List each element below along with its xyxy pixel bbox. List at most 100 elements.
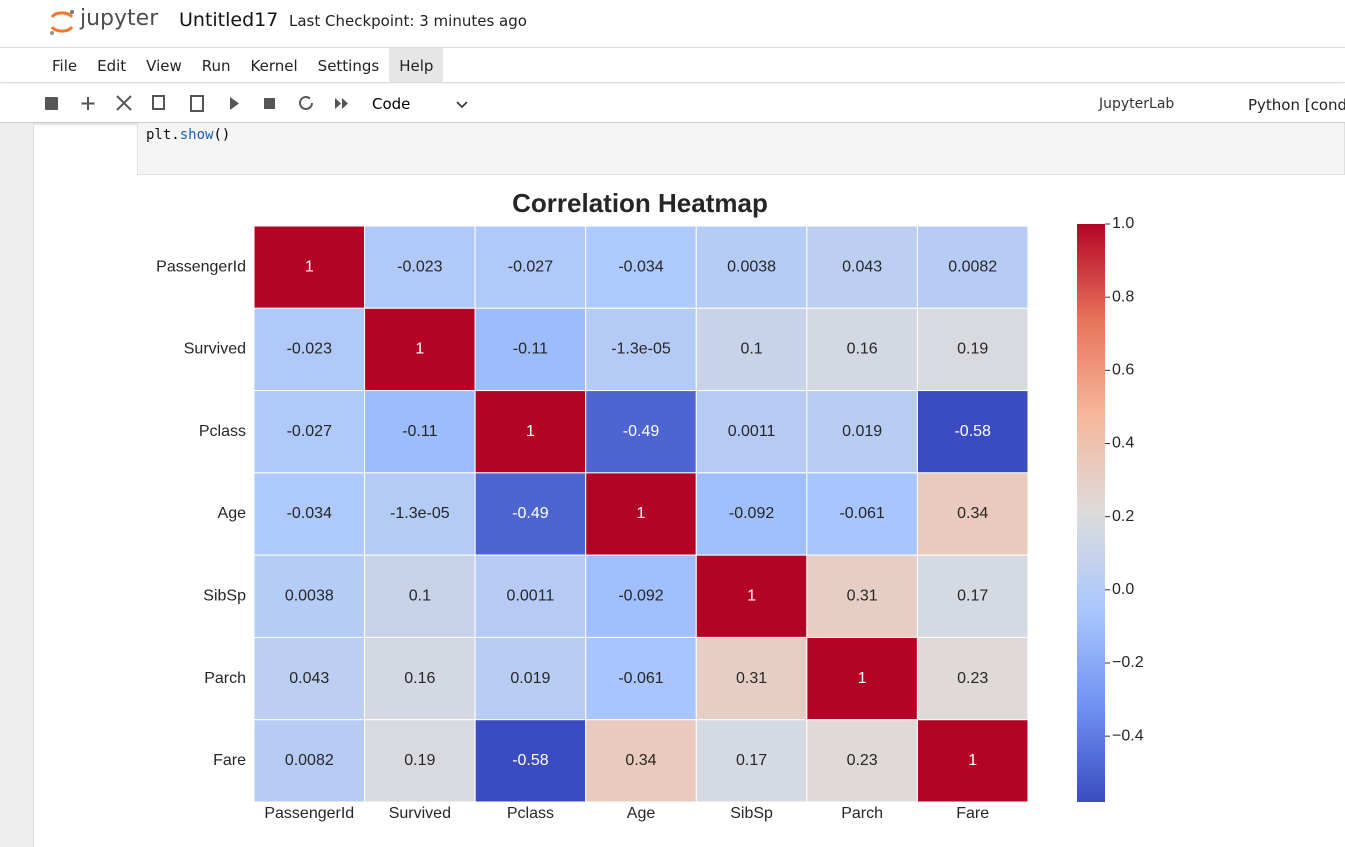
cell-label: 1 bbox=[968, 752, 977, 769]
heatmap-cell bbox=[806, 472, 918, 556]
checkpoint: Last Checkpoint: 3 minutes ago bbox=[289, 12, 527, 30]
menu-item[interactable]: Kernel bbox=[250, 57, 298, 75]
heatmap-cell bbox=[695, 719, 808, 803]
heatmap-cell bbox=[806, 390, 918, 474]
kernel-name[interactable]: Python [conda bbox=[1248, 96, 1345, 114]
cell-label: 0.019 bbox=[510, 670, 550, 687]
save-icon[interactable] bbox=[45, 97, 58, 110]
colorbar-tick-label: −0.2 bbox=[1112, 654, 1144, 671]
cell-label: -0.092 bbox=[729, 505, 774, 522]
cell-label: -0.023 bbox=[287, 341, 332, 358]
paste-icon[interactable] bbox=[190, 95, 204, 112]
menu-item[interactable]: Settings bbox=[317, 57, 380, 75]
toolbar: Code JupyterLab Python [conda bbox=[0, 84, 1345, 123]
heatmap-cell bbox=[474, 719, 587, 803]
colorbar-tick-label: 0.6 bbox=[1112, 362, 1134, 379]
copy-icon[interactable] bbox=[152, 95, 165, 110]
y-tick-label: SibSp bbox=[203, 588, 246, 605]
cell-type[interactable]: Code bbox=[372, 95, 411, 113]
stop-icon[interactable] bbox=[264, 98, 275, 109]
menu-item[interactable]: Run bbox=[201, 57, 231, 75]
menu-item[interactable]: Edit bbox=[97, 57, 127, 75]
y-tick-label: Parch bbox=[204, 670, 246, 687]
run-all-icon[interactable] bbox=[335, 98, 348, 109]
cell-label: 0.16 bbox=[847, 341, 878, 358]
y-tick-label: Fare bbox=[213, 752, 246, 769]
heatmap-cell bbox=[253, 390, 366, 474]
menu-bar: File Edit View Run Kernel Settings Help bbox=[0, 48, 1345, 83]
heatmap-cell bbox=[474, 390, 587, 474]
menu-item[interactable]: File bbox=[52, 57, 78, 75]
x-tick-label: Parch bbox=[841, 805, 883, 822]
code-object: plt bbox=[146, 127, 172, 143]
y-tick-label: Survived bbox=[184, 341, 246, 358]
cell-label: 0.16 bbox=[404, 670, 435, 687]
menu-item[interactable]: View bbox=[146, 57, 182, 75]
run-icon[interactable] bbox=[230, 97, 239, 110]
cell-label: 0.0038 bbox=[285, 588, 334, 605]
x-tick-label: Pclass bbox=[507, 805, 554, 822]
heatmap-cell bbox=[253, 472, 366, 556]
heatmap-cell bbox=[253, 554, 366, 638]
cell-label: 0.31 bbox=[847, 588, 878, 605]
cell-label: -0.027 bbox=[287, 423, 332, 440]
restart-icon[interactable] bbox=[299, 95, 313, 110]
heatmap-cell bbox=[916, 307, 1029, 392]
cell-label: 0.19 bbox=[404, 752, 435, 769]
colorbar-tick-label: 0.2 bbox=[1112, 508, 1134, 525]
heatmap-cell bbox=[364, 225, 476, 309]
cell-label: 0.34 bbox=[957, 505, 988, 522]
menu-item[interactable]: Help bbox=[389, 48, 444, 82]
heatmap-cell bbox=[585, 390, 697, 474]
cell-label: 0.0082 bbox=[948, 258, 997, 275]
code-cell[interactable]: plt.show() bbox=[137, 123, 1345, 175]
y-tick-label: Pclass bbox=[199, 423, 246, 440]
heatmap-cell bbox=[474, 225, 587, 309]
heatmap-cell bbox=[253, 307, 366, 392]
heatmap-cell bbox=[916, 554, 1029, 638]
cell-label: -1.3e-05 bbox=[390, 505, 450, 522]
cell-label: 0.19 bbox=[957, 341, 988, 358]
cell-label: -0.58 bbox=[954, 423, 991, 440]
heatmap-cell bbox=[916, 636, 1029, 721]
heatmap-cell bbox=[364, 390, 476, 474]
header: jupyter Untitled17 Last Checkpoint: 3 mi… bbox=[0, 0, 1345, 48]
dropdown-arrow[interactable] bbox=[455, 100, 469, 110]
logo-text[interactable]: jupyter bbox=[80, 6, 159, 31]
cell-label: -0.027 bbox=[508, 258, 553, 275]
cell-label: 0.043 bbox=[289, 670, 329, 687]
x-tick-label: Survived bbox=[389, 805, 451, 822]
heatmap-cell bbox=[253, 719, 366, 803]
cell-label: -0.034 bbox=[618, 258, 663, 275]
heatmap-cell bbox=[364, 472, 476, 556]
heatmap-cell bbox=[253, 636, 366, 721]
cell-label: 0.34 bbox=[625, 752, 656, 769]
heatmap-cell bbox=[806, 307, 918, 392]
heatmap-cell bbox=[916, 719, 1029, 803]
heatmap-cell bbox=[806, 719, 918, 803]
chart-title: Correlation Heatmap bbox=[512, 188, 768, 218]
cell-label: -0.092 bbox=[618, 588, 663, 605]
cell-label: -0.023 bbox=[397, 258, 442, 275]
add-icon[interactable] bbox=[81, 97, 95, 110]
heatmap-cell bbox=[806, 225, 918, 309]
cell-label: 1 bbox=[526, 423, 535, 440]
heatmap-cell bbox=[585, 472, 697, 556]
cell-label: 0.0011 bbox=[507, 588, 555, 605]
notebook-title[interactable]: Untitled17 bbox=[179, 9, 279, 31]
cell-label: -0.49 bbox=[512, 505, 549, 522]
cell-label: 1 bbox=[858, 670, 867, 687]
cut-icon[interactable] bbox=[116, 95, 132, 111]
x-tick-label: PassengerId bbox=[264, 805, 354, 822]
cell-label: 0.23 bbox=[957, 670, 988, 687]
y-tick-label: Age bbox=[218, 505, 247, 522]
launcher-link[interactable]: JupyterLab bbox=[1099, 96, 1175, 112]
heatmap-cell bbox=[916, 472, 1029, 556]
code-method: show bbox=[179, 127, 214, 143]
colorbar bbox=[1077, 224, 1105, 802]
x-tick-label: SibSp bbox=[730, 805, 773, 822]
cell-label: 1 bbox=[305, 258, 314, 275]
heatmap-cell bbox=[585, 225, 697, 309]
heatmap-cell bbox=[695, 390, 808, 474]
gutter bbox=[0, 123, 34, 847]
